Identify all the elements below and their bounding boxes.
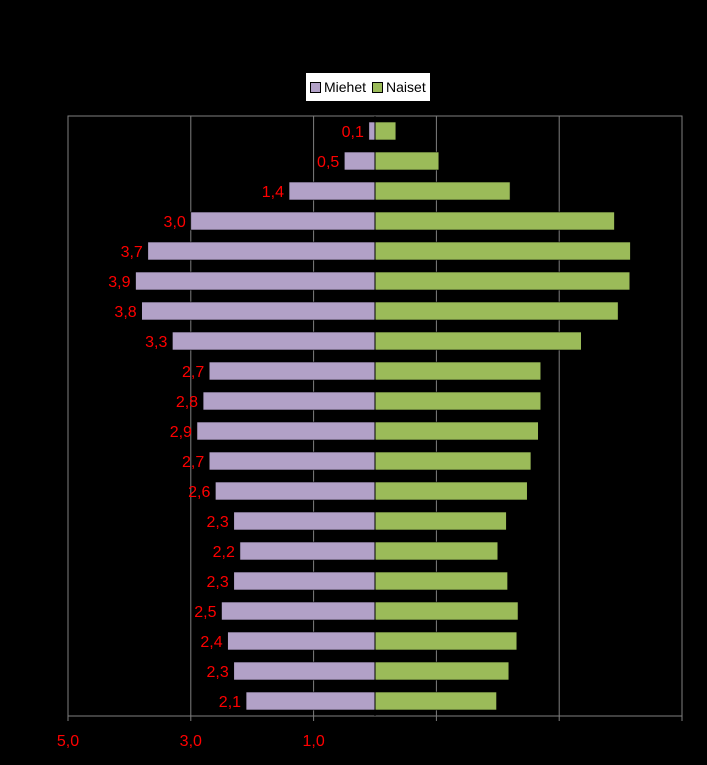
bar-miehet-10 bbox=[196, 421, 376, 441]
data-label-miehet-10: 2,9 bbox=[170, 424, 192, 441]
bar-naiset-6 bbox=[374, 301, 619, 321]
data-label-miehet-3: 3,0 bbox=[164, 214, 186, 231]
bar-miehet-3 bbox=[190, 211, 376, 231]
x-tick-label-2: 1,0 bbox=[302, 733, 324, 750]
bar-naiset-17 bbox=[374, 631, 518, 651]
legend-label-naiset: Naiset bbox=[386, 79, 426, 95]
bar-naiset-5 bbox=[374, 271, 631, 291]
data-label-miehet-12: 2,6 bbox=[188, 484, 210, 501]
data-label-miehet-9: 2,8 bbox=[176, 394, 198, 411]
bar-miehet-5 bbox=[135, 271, 376, 291]
legend-swatch-miehet bbox=[310, 81, 321, 93]
x-tick-label-1: 3,0 bbox=[180, 733, 202, 750]
bar-naiset-8 bbox=[374, 361, 542, 381]
bar-miehet-14 bbox=[239, 541, 376, 561]
bar-naiset-0 bbox=[374, 121, 397, 141]
data-label-miehet-4: 3,7 bbox=[121, 244, 143, 261]
data-label-miehet-7: 3,3 bbox=[145, 334, 167, 351]
bar-naiset-16 bbox=[374, 601, 519, 621]
chart-legend: Miehet Naiset bbox=[305, 72, 431, 102]
bar-naiset-4 bbox=[374, 241, 631, 261]
bar-miehet-19 bbox=[245, 691, 376, 711]
bar-miehet-18 bbox=[233, 661, 376, 681]
data-label-miehet-14: 2,2 bbox=[213, 544, 235, 561]
legend-swatch-naiset bbox=[372, 81, 384, 93]
data-label-miehet-6: 3,8 bbox=[114, 304, 136, 321]
bar-miehet-11 bbox=[208, 451, 376, 471]
bar-naiset-13 bbox=[374, 511, 507, 531]
data-label-miehet-0: 0,1 bbox=[342, 124, 364, 141]
data-label-miehet-17: 2,4 bbox=[200, 634, 222, 651]
bar-miehet-9 bbox=[202, 391, 376, 411]
bar-miehet-6 bbox=[141, 301, 376, 321]
data-label-miehet-5: 3,9 bbox=[108, 274, 130, 291]
bar-miehet-2 bbox=[288, 181, 376, 201]
legend-label-miehet: Miehet bbox=[324, 79, 367, 95]
data-label-miehet-19: 2,1 bbox=[219, 694, 241, 711]
data-label-miehet-16: 2,5 bbox=[194, 604, 216, 621]
bar-naiset-11 bbox=[374, 451, 532, 471]
x-tick-label-0: 5,0 bbox=[57, 733, 79, 750]
data-label-miehet-1: 0,5 bbox=[317, 154, 339, 171]
legend-item-miehet: Miehet bbox=[310, 79, 366, 95]
bar-naiset-18 bbox=[374, 661, 510, 681]
bar-naiset-14 bbox=[374, 541, 499, 561]
bar-miehet-8 bbox=[208, 361, 376, 381]
legend-item-naiset: Naiset bbox=[372, 79, 426, 95]
data-label-miehet-13: 2,3 bbox=[207, 514, 229, 531]
bar-miehet-7 bbox=[172, 331, 376, 351]
bar-naiset-3 bbox=[374, 211, 615, 231]
bar-miehet-17 bbox=[227, 631, 376, 651]
bar-miehet-15 bbox=[233, 571, 376, 591]
bar-naiset-2 bbox=[374, 181, 511, 201]
data-label-miehet-18: 2,3 bbox=[207, 664, 229, 681]
bar-naiset-10 bbox=[374, 421, 539, 441]
bar-naiset-15 bbox=[374, 571, 508, 591]
bar-naiset-12 bbox=[374, 481, 528, 501]
data-label-miehet-8: 2,7 bbox=[182, 364, 204, 381]
data-label-miehet-15: 2,3 bbox=[207, 574, 229, 591]
data-label-miehet-2: 1,4 bbox=[262, 184, 284, 201]
bar-naiset-19 bbox=[374, 691, 497, 711]
bar-miehet-16 bbox=[221, 601, 376, 621]
data-label-miehet-11: 2,7 bbox=[182, 454, 204, 471]
bar-miehet-4 bbox=[147, 241, 376, 261]
bar-naiset-7 bbox=[374, 331, 582, 351]
bar-miehet-13 bbox=[233, 511, 376, 531]
bar-miehet-1 bbox=[343, 151, 376, 171]
bar-miehet-12 bbox=[215, 481, 376, 501]
bar-miehet-0 bbox=[368, 121, 376, 141]
bar-naiset-9 bbox=[374, 391, 542, 411]
bar-naiset-1 bbox=[374, 151, 440, 171]
